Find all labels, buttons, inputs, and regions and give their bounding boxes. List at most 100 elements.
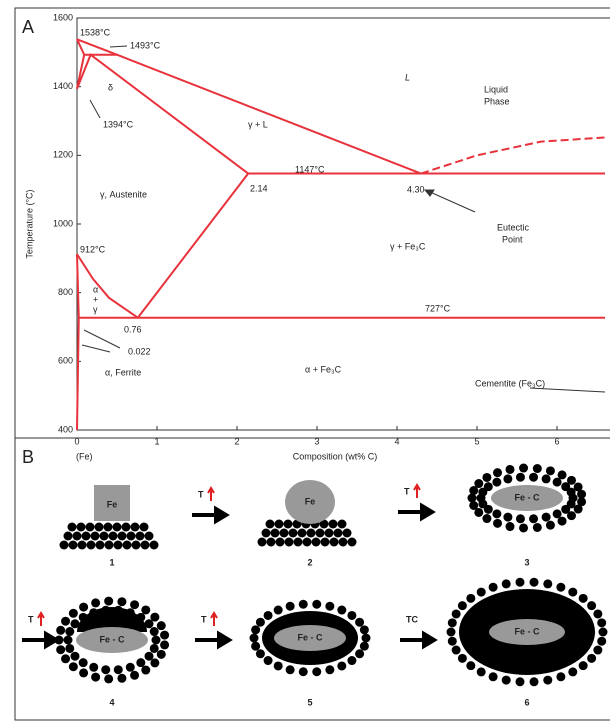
particle	[150, 613, 159, 622]
particle	[533, 464, 542, 473]
particle	[91, 532, 100, 541]
plot-frame	[77, 18, 610, 430]
particle	[105, 541, 114, 550]
x-tick-label: 2	[234, 436, 239, 446]
particle	[338, 520, 347, 529]
y-tick-label: 600	[58, 356, 73, 366]
annotation: Eutectic	[497, 222, 530, 232]
particle	[597, 618, 606, 627]
particle	[256, 618, 265, 627]
arrow-label: T	[198, 489, 204, 499]
particle	[325, 602, 334, 611]
particle	[274, 661, 283, 670]
particle	[86, 523, 95, 532]
up-arrow	[414, 485, 420, 498]
particle	[79, 668, 88, 677]
annotation: α	[93, 284, 98, 294]
particle	[136, 532, 145, 541]
particle	[515, 578, 524, 587]
particle	[347, 656, 356, 665]
arrow-label: TC	[406, 614, 418, 624]
particle	[325, 529, 334, 538]
particle	[492, 509, 501, 518]
arrow-label: T	[28, 614, 34, 624]
particle	[458, 654, 467, 663]
particle	[69, 541, 78, 550]
particle	[325, 665, 334, 674]
particle	[515, 677, 524, 686]
annotation: δ	[108, 82, 113, 92]
particle	[258, 538, 267, 547]
annotation: γ	[93, 304, 98, 314]
particle	[68, 523, 77, 532]
particle	[579, 594, 588, 603]
particle	[482, 473, 491, 482]
x-tick-label: 1	[154, 436, 159, 446]
annotation: 0.022	[128, 346, 151, 356]
particle	[100, 532, 109, 541]
particle	[546, 466, 555, 475]
particle	[286, 665, 295, 674]
particle	[264, 656, 273, 665]
step-number: 1	[109, 557, 114, 567]
leaders	[82, 46, 605, 392]
particle	[593, 646, 602, 655]
annotation: 1538°C	[80, 27, 111, 37]
particle	[56, 645, 65, 654]
particle	[542, 474, 551, 483]
arrow	[22, 634, 56, 646]
particle	[558, 470, 567, 479]
particle	[61, 617, 70, 626]
annotation: Phase	[484, 96, 510, 106]
particle	[312, 667, 321, 676]
particle	[275, 520, 284, 529]
particle	[597, 637, 606, 646]
particle	[79, 603, 88, 612]
particle	[529, 473, 538, 482]
particle	[132, 541, 141, 550]
arrow	[195, 634, 229, 646]
particle	[519, 523, 528, 532]
annotation: L	[405, 72, 410, 82]
annotation: Liquid	[484, 84, 508, 94]
arrow-label: T	[201, 614, 207, 624]
particle	[126, 663, 135, 672]
particle	[65, 627, 74, 636]
particle	[145, 532, 154, 541]
particle	[516, 473, 525, 482]
particle	[484, 482, 493, 491]
particle	[122, 523, 131, 532]
particle	[262, 529, 271, 538]
particle	[303, 538, 312, 547]
y-tick-label: 1400	[53, 81, 73, 91]
particle	[466, 594, 475, 603]
particle	[70, 652, 79, 661]
particle	[284, 520, 293, 529]
particle	[298, 529, 307, 538]
particle	[362, 634, 371, 643]
annotation: 0.76	[124, 324, 142, 334]
particle	[131, 523, 140, 532]
particle	[78, 541, 87, 550]
particle	[312, 538, 321, 547]
annotation: γ, Austenite	[100, 189, 147, 199]
particle	[79, 658, 88, 667]
particle	[117, 674, 126, 683]
phase-boundary	[421, 137, 605, 173]
step-number: 3	[524, 557, 529, 567]
annotation: 2.14	[250, 183, 268, 193]
annotation: 4.30	[407, 184, 425, 194]
particle	[109, 532, 118, 541]
particle	[543, 579, 552, 588]
particle-label: Fe - C	[99, 634, 125, 644]
particle	[316, 529, 325, 538]
annotation: 1394°C	[103, 119, 134, 129]
phase-boundary	[77, 39, 421, 173]
particle-label: Fe - C	[514, 626, 540, 636]
particle	[337, 606, 346, 615]
particle	[529, 514, 538, 523]
particle	[104, 674, 113, 683]
particle	[334, 529, 343, 538]
arrow	[400, 634, 434, 646]
particle	[152, 636, 161, 645]
